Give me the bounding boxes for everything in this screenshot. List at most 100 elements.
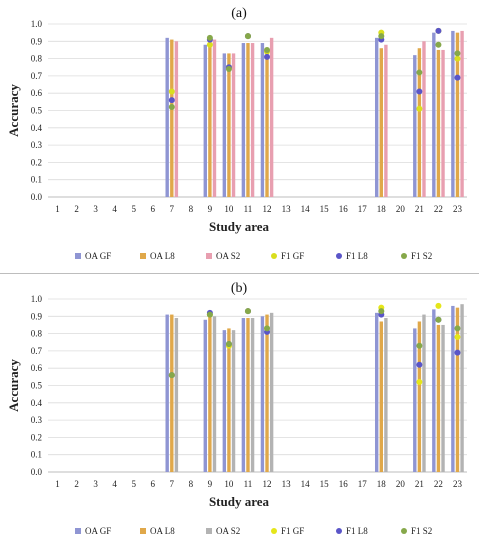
point-f1-l8 (454, 74, 461, 81)
point-f1-s2 (244, 33, 251, 40)
legend-swatch (401, 528, 407, 534)
bar-oa-gf (432, 32, 436, 198)
bar-oa-l8 (246, 318, 250, 472)
y-tick-label: 0.3 (31, 415, 43, 425)
point-f1-s2 (378, 33, 385, 40)
bar-oa-l8 (417, 321, 422, 472)
legend-label: F1 S2 (411, 251, 432, 261)
point-f1-gf (454, 334, 461, 341)
legend-label: OA GF (85, 526, 111, 536)
legend-swatch (206, 528, 212, 534)
legend-label: F1 L8 (346, 251, 368, 261)
bar-oa-gf (413, 328, 417, 472)
bar-oa-s2 (250, 43, 255, 197)
x-tick-label: 20 (396, 479, 406, 489)
x-tick-label: 11 (244, 479, 253, 489)
bar-oa-s2 (174, 41, 179, 197)
x-tick-label: 1 (55, 479, 60, 489)
bar-oa-l8 (208, 39, 212, 197)
point-f1-l8 (168, 97, 175, 104)
x-tick-label: 20 (396, 204, 406, 214)
bar-oa-l8 (436, 324, 441, 472)
bar-oa-l8 (455, 307, 460, 472)
legend-label: OA L8 (150, 251, 175, 261)
legend-label: F1 L8 (346, 526, 368, 536)
y-tick-label: 0.4 (31, 123, 43, 133)
x-tick-label: 14 (301, 479, 311, 489)
x-axis-title: Study area (209, 494, 270, 509)
point-f1-s2 (435, 316, 442, 323)
x-tick-label: 10 (224, 204, 234, 214)
bar-oa-gf (222, 330, 227, 472)
bar-oa-gf (451, 305, 455, 472)
point-f1-gf (416, 379, 423, 386)
legend-swatch (401, 253, 407, 259)
x-tick-label: 13 (282, 479, 292, 489)
chart-panel-b: (b) 0.0 0.1 0.2 0.3 0.4 0.5 0.6 0.7 0.8 0.9 1.0 1 2 3 4… (0, 275, 479, 547)
x-tick-label: 13 (282, 204, 292, 214)
y-tick-label: 0.2 (31, 157, 42, 167)
legend-swatch (336, 528, 342, 534)
bar-oa-gf (165, 37, 169, 198)
legend-label: F1 GF (281, 251, 304, 261)
bar-oa-s2 (269, 37, 274, 198)
chart-a: (a)0.00.10.20.30.40.50.60.70.80.91.01 2 3 4… (6, 6, 467, 261)
legend-swatch (336, 253, 342, 259)
y-axis-title: Accuracy (6, 84, 21, 137)
bar-oa-s2 (441, 49, 445, 198)
x-axis-title: Study area (209, 219, 270, 234)
bar-oa-l8 (246, 43, 250, 197)
point-f1-s2 (435, 41, 442, 48)
bar-oa-l8 (436, 49, 441, 198)
x-tick-label: 2 (74, 479, 79, 489)
point-f1-s2 (454, 50, 461, 57)
panel-divider (0, 273, 479, 274)
x-tick-label: 3 (93, 479, 98, 489)
y-tick-label: 0.9 (31, 36, 43, 46)
x-tick-label: 1 (55, 204, 60, 214)
legend-label: F1 GF (281, 526, 304, 536)
bar-oa-gf (222, 53, 227, 197)
bar-oa-gf (413, 55, 417, 197)
bar-oa-l8 (227, 328, 231, 472)
y-tick-label: 0.5 (31, 106, 43, 116)
x-tick-label: 14 (301, 204, 311, 214)
point-f1-s2 (264, 46, 271, 53)
bar-oa-l8 (417, 48, 422, 197)
bar-oa-gf (451, 30, 455, 198)
bar-oa-s2 (174, 318, 179, 472)
x-tick-label: 17 (358, 479, 368, 489)
point-f1-s2 (416, 69, 423, 76)
bar-oa-s2 (231, 53, 236, 197)
bar-oa-s2 (422, 314, 426, 472)
x-tick-label: 11 (244, 204, 253, 214)
x-tick-label: 3 (93, 204, 98, 214)
point-f1-l8 (264, 53, 271, 60)
legend-swatch (271, 528, 277, 534)
point-f1-gf (454, 55, 461, 62)
x-tick-label: 18 (377, 479, 387, 489)
y-tick-label: 0.5 (31, 381, 43, 391)
y-tick-label: 0.0 (31, 467, 43, 477)
legend-swatch (206, 253, 212, 259)
legend-swatch (140, 253, 146, 259)
bar-oa-s2 (269, 312, 274, 472)
bar-oa-l8 (455, 32, 460, 198)
bar-oa-s2 (384, 318, 388, 472)
x-tick-label: 22 (434, 479, 443, 489)
point-f1-l8 (435, 27, 442, 34)
x-tick-label: 18 (377, 204, 387, 214)
y-tick-label: 0.7 (31, 71, 43, 81)
point-f1-s2 (225, 340, 232, 347)
panel-label: (b) (231, 281, 248, 296)
x-tick-label: 9 (208, 204, 213, 214)
bar-oa-s2 (212, 316, 217, 472)
bar-oa-l8 (170, 39, 174, 197)
y-tick-label: 0.4 (31, 398, 43, 408)
point-f1-s2 (168, 104, 175, 111)
x-tick-label: 4 (112, 204, 117, 214)
point-f1-s2 (416, 342, 423, 349)
bar-oa-l8 (379, 48, 383, 197)
x-tick-label: 2 (74, 204, 79, 214)
x-tick-label: 10 (224, 479, 234, 489)
